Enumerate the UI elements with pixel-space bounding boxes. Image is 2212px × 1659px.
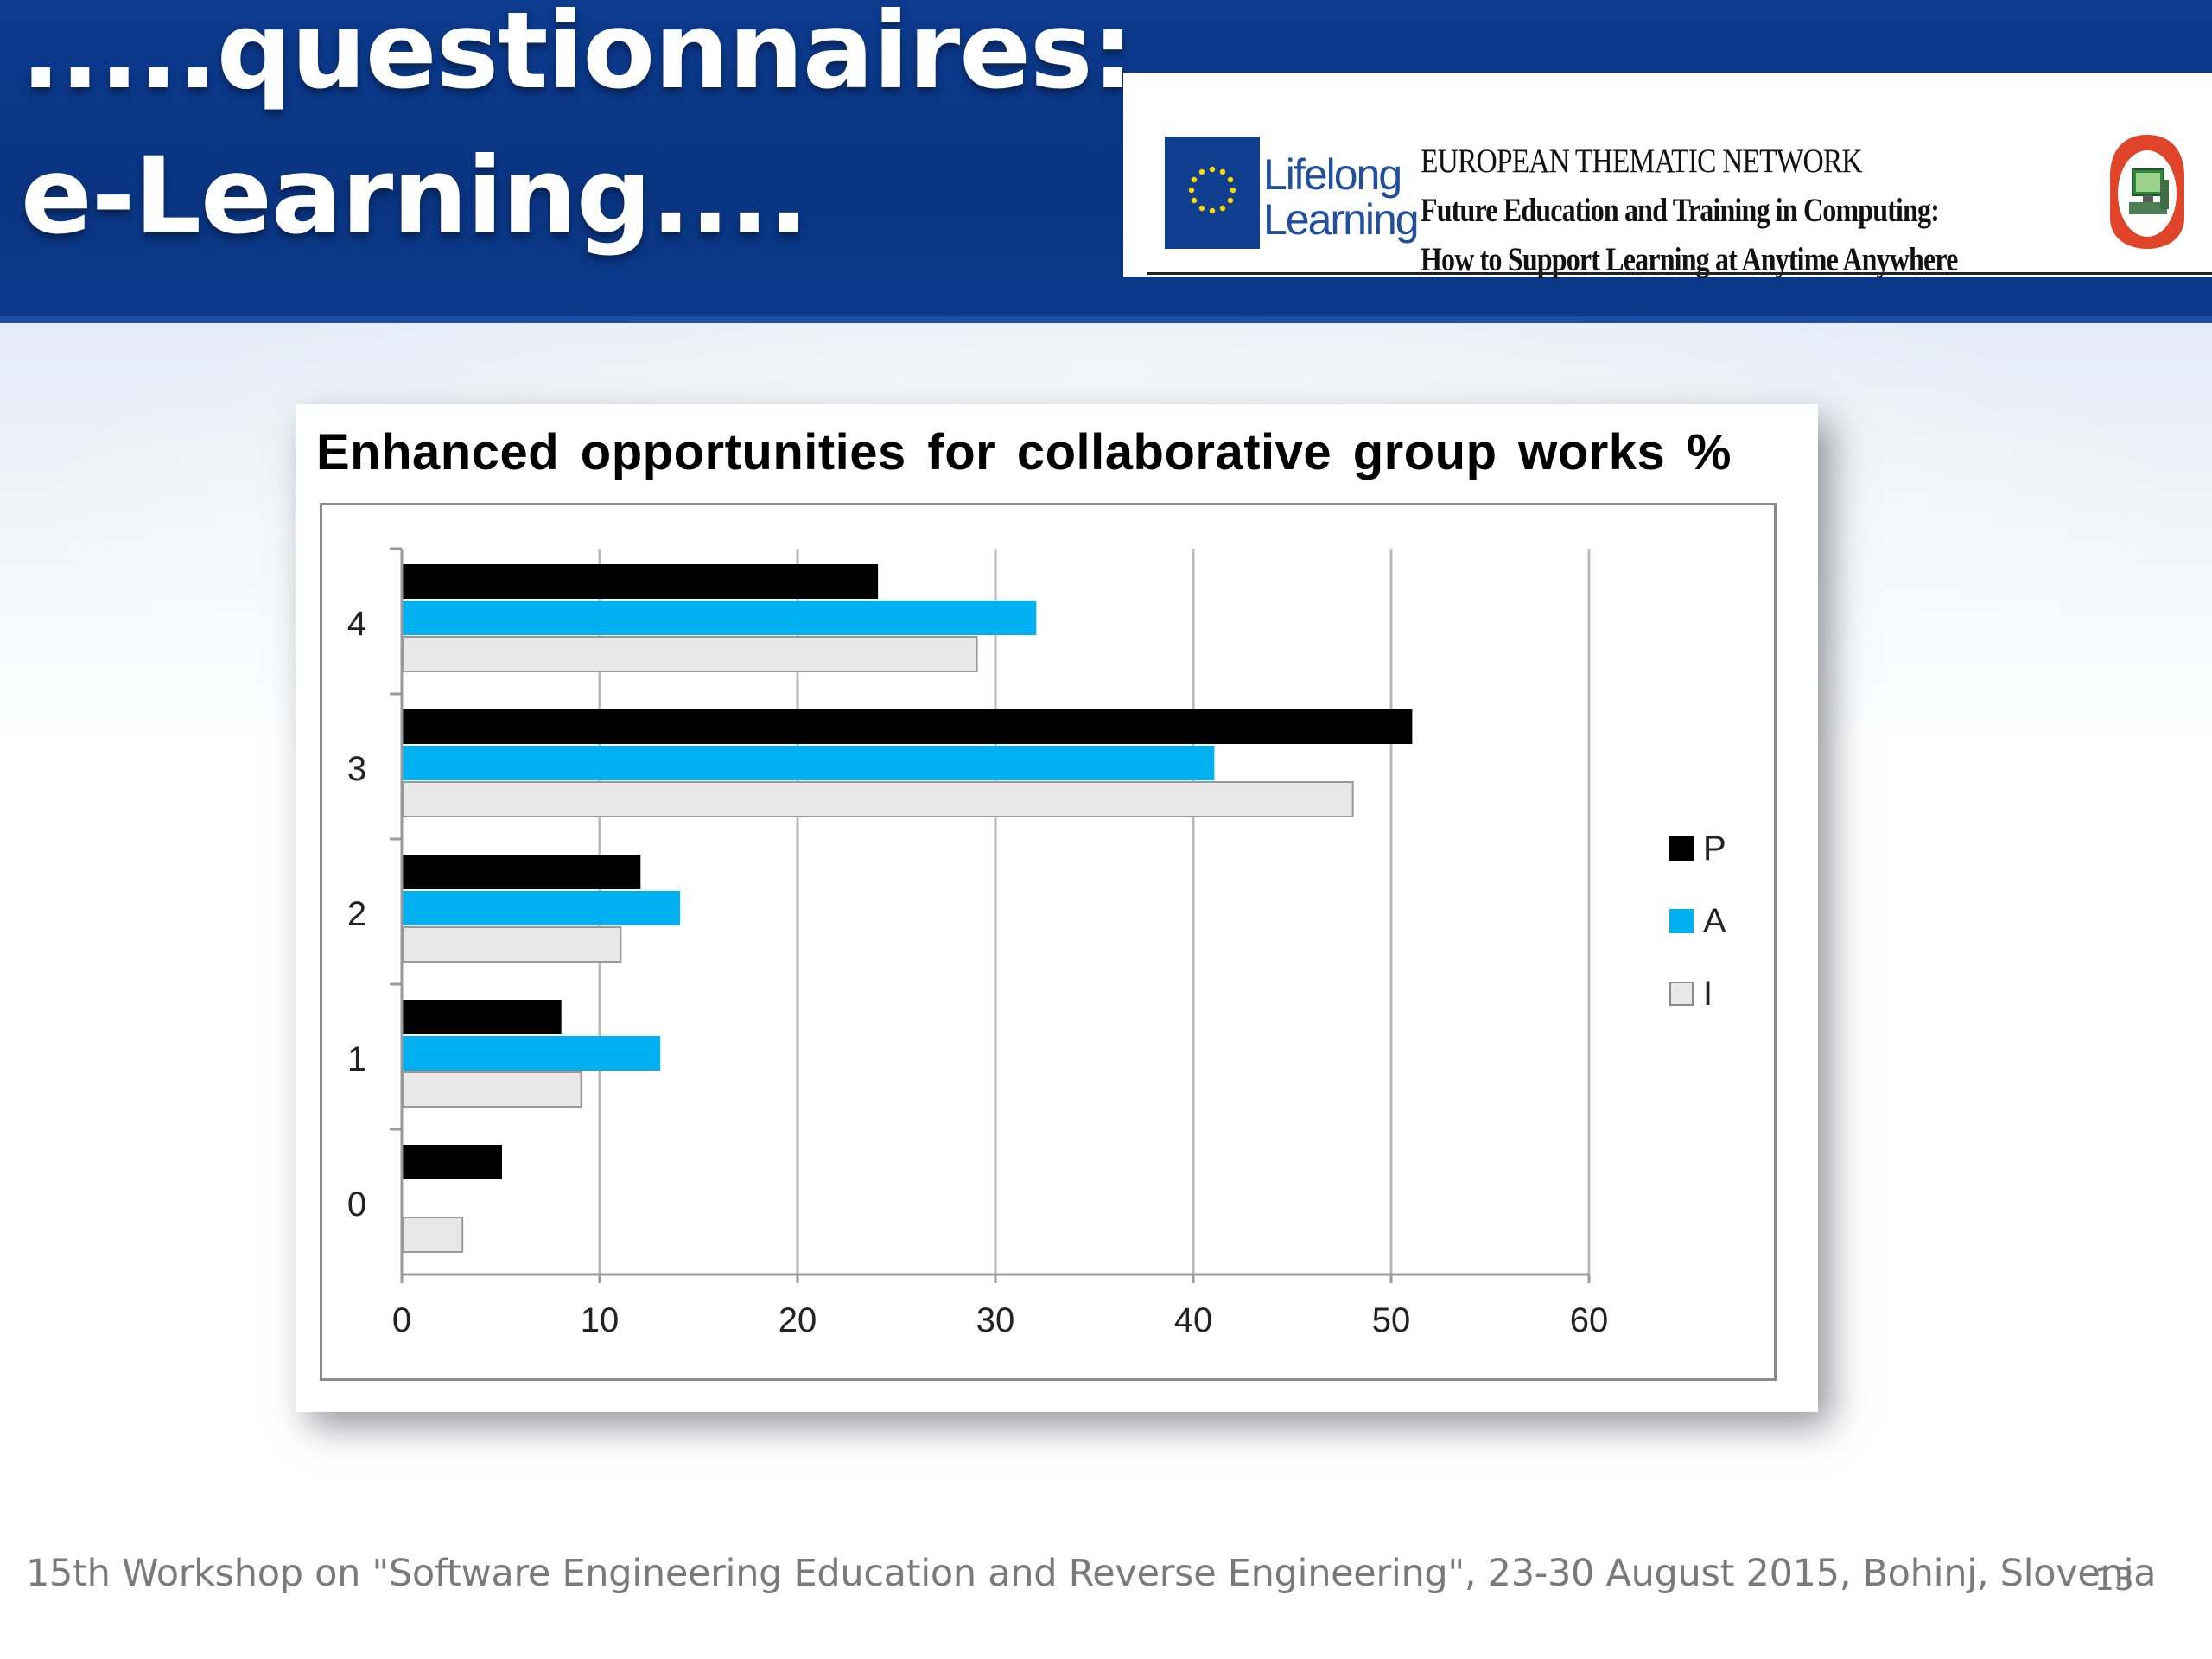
bar-P-4 <box>403 564 879 599</box>
bar-I-1 <box>402 1071 582 1108</box>
learning-word: Learning <box>1263 195 1420 244</box>
y-tick-label: 2 <box>347 895 366 933</box>
legend-label-A: A <box>1703 902 1726 940</box>
chart-title: Enhanced opportunities for collaborative… <box>316 424 1732 480</box>
x-tick-label: 20 <box>779 1301 817 1339</box>
legend-swatch-P <box>1669 836 1694 861</box>
chart-card: Enhanced opportunities for collaborative… <box>296 404 1818 1412</box>
bar-A-2 <box>403 891 681 925</box>
lifelong-learning-logo: Lifelong Learning <box>1263 150 1420 244</box>
legend-label-I: I <box>1703 975 1713 1013</box>
lifelong-word: Lifelong <box>1263 150 1402 199</box>
header-divider <box>0 316 2212 323</box>
network-banner: Lifelong Learning EUROPEAN THEMATIC NETW… <box>1123 73 2212 278</box>
x-tick-label: 60 <box>1570 1301 1609 1339</box>
bar-chart: 0 10 20 30 40 50 60 0 1 2 3 4 PAI <box>347 547 1726 1339</box>
slide-footer: 15th Workshop on "Software Engineering E… <box>26 1552 2157 1595</box>
legend-swatch-A <box>1669 909 1694 933</box>
bar-P-3 <box>403 709 1413 744</box>
slide-header: .....questionnaires: e-Learning.... Life… <box>0 0 2212 323</box>
bar-A-4 <box>403 601 1037 635</box>
slide-title-line-1: .....questionnaires: <box>21 0 1134 112</box>
x-tick-label: 30 <box>976 1301 1015 1339</box>
bar-I-3 <box>402 781 1354 817</box>
bar-I-4 <box>402 636 978 672</box>
page-number: 13 <box>2094 1562 2134 1598</box>
bar-A-1 <box>403 1036 661 1071</box>
network-line-2: Future Education and Training in Computi… <box>1421 192 1940 229</box>
eu-flag-icon <box>1165 137 1260 249</box>
y-tick-label: 4 <box>347 605 366 643</box>
y-tick-label: 0 <box>347 1185 366 1224</box>
bar-I-0 <box>402 1217 464 1253</box>
x-tick-label: 10 <box>581 1301 620 1339</box>
legend-swatch-I <box>1669 982 1694 1006</box>
bar-P-0 <box>403 1145 502 1179</box>
bar-I-2 <box>402 926 622 963</box>
bar-P-1 <box>403 1000 562 1034</box>
x-tick-label: 40 <box>1174 1301 1213 1339</box>
y-tick-label: 1 <box>347 1040 366 1078</box>
legend-label-P: P <box>1703 830 1726 868</box>
slide-title-line-2: e-Learning.... <box>21 135 809 257</box>
bar-A-3 <box>403 746 1215 780</box>
computer-seal-icon <box>2108 131 2186 252</box>
plot-frame: 0 10 20 30 40 50 60 0 1 2 3 4 P A I <box>320 503 1777 1381</box>
banner-rule <box>1147 272 2212 275</box>
network-line-1: EUROPEAN THEMATIC NETWORK <box>1421 143 1863 180</box>
network-line-3: How to Support Learning at Anytime Anywh… <box>1421 241 1958 278</box>
network-text: EUROPEAN THEMATIC NETWORK Future Educati… <box>1421 137 2075 284</box>
bar-P-2 <box>403 855 641 889</box>
y-tick-label: 3 <box>347 750 366 788</box>
x-tick-label: 50 <box>1372 1301 1411 1339</box>
x-tick-label: 0 <box>392 1301 411 1339</box>
